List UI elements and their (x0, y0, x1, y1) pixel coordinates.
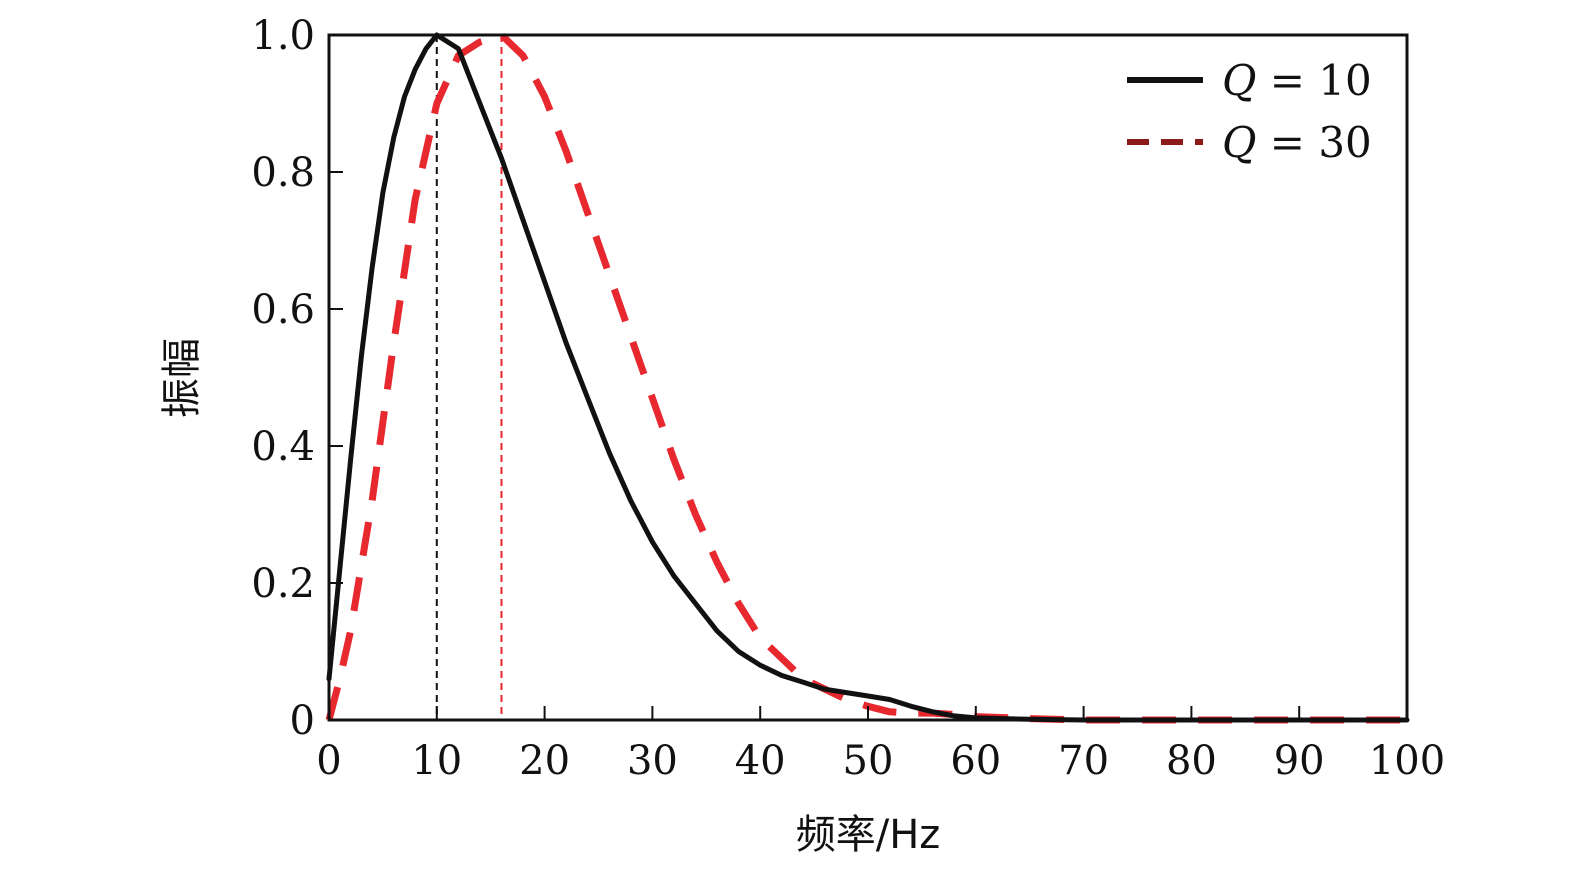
legend-label-q10: Q = 10 (1222, 56, 1372, 105)
y-tick-label-0.6: 0.6 (251, 287, 315, 333)
y-tick-label-0.2: 0.2 (251, 561, 315, 607)
legend-label-q30: Q = 30 (1222, 118, 1372, 167)
x-tick-label-50: 50 (843, 738, 894, 784)
series-line-q10 (326, 32, 1410, 723)
y-tick-label-0.4: 0.4 (251, 424, 315, 470)
series-lines (325, 31, 1410, 724)
x-tick-label-70: 70 (1058, 738, 1109, 784)
x-tick-label-20: 20 (519, 738, 570, 784)
x-axis-title: 频率/Hz (796, 812, 941, 858)
x-tick-label-0: 0 (316, 738, 341, 784)
series-line-q30 (325, 31, 1407, 724)
y-axis-title: 振幅 (159, 338, 205, 418)
x-tick-label-100: 100 (1369, 738, 1445, 784)
tick-labels: 0 10 20 30 40 50 60 70 80 90 100 0 0.2 0.4 0.6 0.8 1.0 (251, 13, 1445, 784)
reference-lines (435, 35, 503, 720)
x-tick-label-40: 40 (735, 738, 786, 784)
x-tick-label-90: 90 (1274, 738, 1325, 784)
legend: Q = 10 Q = 30 (1127, 56, 1372, 167)
x-tick-label-10: 10 (411, 738, 462, 784)
axis-ticks (328, 34, 1408, 721)
x-tick-label-80: 80 (1166, 738, 1217, 784)
y-tick-label-1: 1.0 (251, 13, 315, 59)
y-tick-label-0: 0 (290, 698, 315, 744)
y-tick-label-0.8: 0.8 (251, 150, 315, 196)
x-tick-label-60: 60 (950, 738, 1001, 784)
x-tick-label-30: 30 (627, 738, 678, 784)
